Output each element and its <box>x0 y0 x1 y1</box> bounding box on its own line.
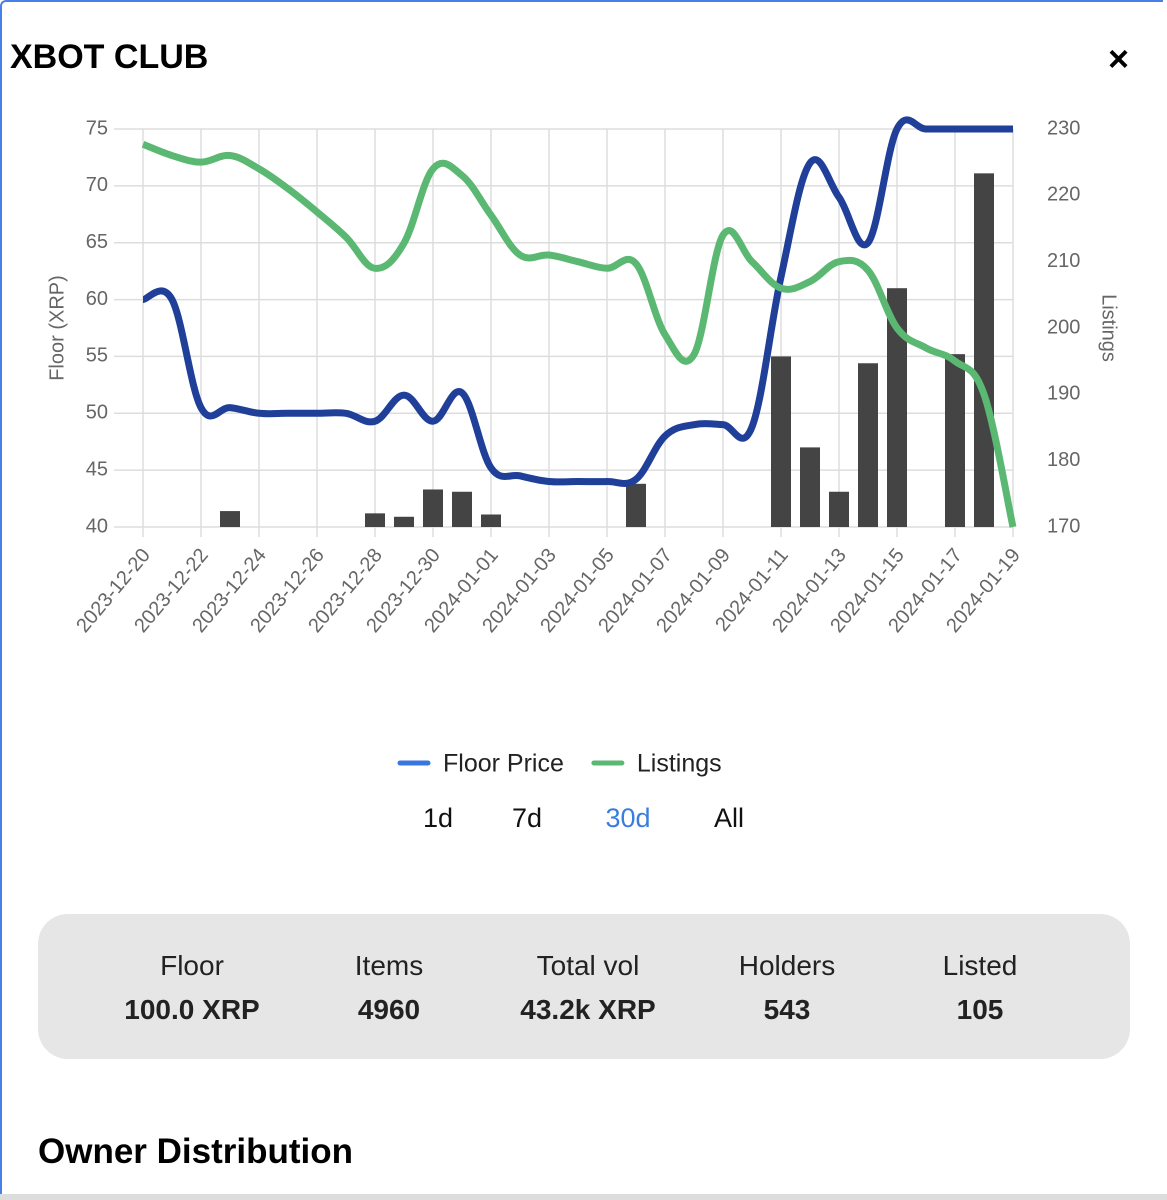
y-tick-label: 55 <box>86 345 108 367</box>
bar <box>887 288 907 527</box>
stat-value: 43.2k XRP <box>520 994 656 1025</box>
stat: Listed 105 <box>943 950 1018 1026</box>
bar <box>974 173 994 527</box>
bar <box>394 516 414 527</box>
y2-tick-label: 230 <box>1047 117 1080 139</box>
range-button[interactable]: 1d <box>422 803 454 833</box>
bar <box>945 354 965 527</box>
stat: Total vol 43.2k XRP <box>520 950 655 1026</box>
y2-tick-label: 210 <box>1047 250 1080 272</box>
stat-label: Total vol <box>536 950 640 981</box>
stat-value: 543 <box>763 994 811 1025</box>
y2-tick-label: 190 <box>1047 383 1080 405</box>
stat: Floor 100.0 XRP <box>124 950 259 1026</box>
bar <box>423 489 443 527</box>
range-button[interactable]: All <box>713 803 745 833</box>
y-axis-label: Floor (XRP) <box>46 275 68 381</box>
divider <box>0 1194 1167 1200</box>
bar <box>365 513 385 527</box>
range-selector: 1d 7d 30d All <box>0 803 1167 839</box>
stat-value: 105 <box>956 994 1004 1025</box>
bar <box>220 511 240 527</box>
section-title: Owner Distribution <box>38 1132 353 1171</box>
y-tick-label: 75 <box>86 117 108 139</box>
y2-tick-label: 170 <box>1047 515 1080 537</box>
bar <box>771 356 791 527</box>
stat-value: 4960 <box>357 994 421 1025</box>
stats-panel: Floor 100.0 XRP Items 4960 Total vol 43.2k XR… <box>38 914 1130 1059</box>
stat-value: 100.0 XRP <box>124 994 260 1025</box>
chart: 4045505560657075170180190200210220230202… <box>46 116 1120 778</box>
stat-label: Items <box>354 950 424 981</box>
y2-tick-label: 220 <box>1047 184 1080 206</box>
y2-tick-label: 180 <box>1047 449 1080 471</box>
range-button[interactable]: 7d <box>511 803 543 833</box>
y-tick-label: 50 <box>86 402 108 424</box>
bar <box>829 491 849 527</box>
y-tick-label: 60 <box>86 288 108 310</box>
bar <box>858 363 878 527</box>
line <box>141 140 1017 528</box>
range-button[interactable]: 30d <box>605 803 651 833</box>
y-tick-label: 65 <box>86 231 108 253</box>
collection-title: XBOT CLUB <box>10 38 209 76</box>
close-button[interactable]: × <box>1108 38 1130 79</box>
stat-label: Floor <box>160 950 224 981</box>
stat-label: Listed <box>942 950 1018 981</box>
legend-label: Floor Price <box>443 750 564 778</box>
y2-tick-label: 200 <box>1047 316 1080 338</box>
y-tick-label: 70 <box>86 174 108 196</box>
legend-label: Listings <box>637 750 722 778</box>
bar <box>481 514 501 527</box>
y-tick-label: 40 <box>86 515 108 537</box>
stat-label: Holders <box>738 950 836 981</box>
stat: Holders 543 <box>739 950 835 1026</box>
bar <box>800 447 820 527</box>
line <box>141 116 1013 487</box>
y-tick-label: 45 <box>86 458 108 480</box>
stat: Items 4960 <box>355 950 423 1026</box>
bar <box>626 483 646 527</box>
y2-axis-label: Listings <box>1098 294 1120 362</box>
bar <box>452 491 472 527</box>
